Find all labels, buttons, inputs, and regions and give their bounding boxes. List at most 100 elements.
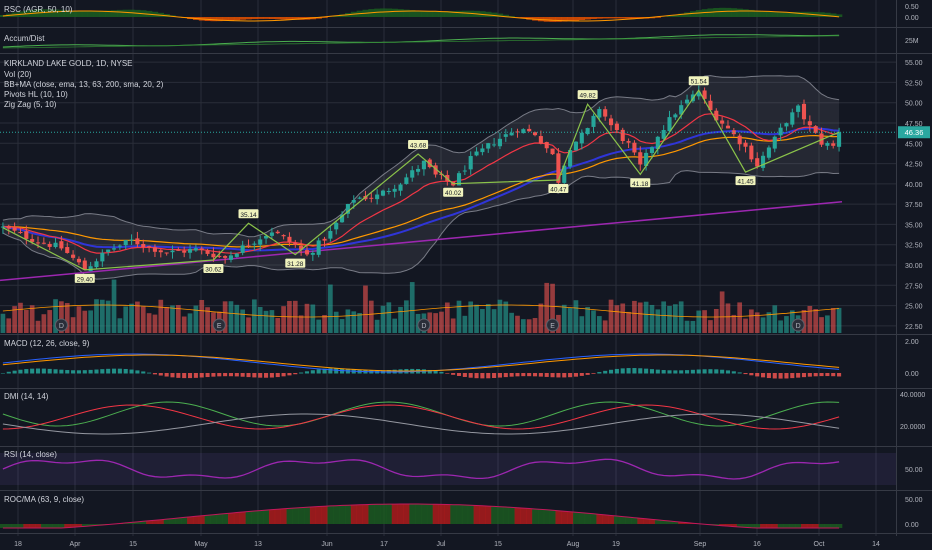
macd-histogram-bar xyxy=(252,373,257,378)
rsc-bar xyxy=(380,8,387,17)
roc-bar xyxy=(321,506,328,524)
candle-body xyxy=(82,260,87,270)
rsc-bar xyxy=(333,15,340,17)
roc-bar xyxy=(298,507,305,524)
roc-bar xyxy=(23,524,30,528)
x-axis-label: 18 xyxy=(14,541,22,548)
macd-histogram-bar xyxy=(743,373,748,375)
roc-bar xyxy=(5,524,12,528)
macd-histogram-bar xyxy=(462,373,467,377)
event-marker-label: E xyxy=(550,323,555,330)
roc-bar xyxy=(29,524,36,528)
candle-body xyxy=(813,126,818,133)
macd-histogram-bar xyxy=(696,369,701,374)
roc-bar xyxy=(491,506,498,524)
roc-bar xyxy=(93,524,100,526)
volume-bar xyxy=(363,285,368,333)
volume-bar xyxy=(269,310,275,333)
macd-histogram-bar xyxy=(164,373,169,377)
rsc-bar xyxy=(222,17,229,21)
candle-body xyxy=(47,243,52,247)
roc-bar xyxy=(198,515,205,524)
roc-bar xyxy=(789,524,796,528)
roc-bar xyxy=(801,524,808,528)
roc-bar xyxy=(748,524,755,528)
current-price-badge xyxy=(898,126,930,139)
macd-histogram-bar xyxy=(100,369,105,374)
macd-histogram-bar xyxy=(509,373,514,377)
roc-bar xyxy=(52,524,59,528)
candle-body xyxy=(661,130,666,139)
macd-histogram-bar xyxy=(708,369,713,374)
roc-bar xyxy=(777,524,784,528)
volume-bar xyxy=(152,314,158,333)
rsc-bar xyxy=(730,8,738,17)
candle-body xyxy=(725,125,731,129)
x-axis-label: 14 xyxy=(872,541,880,548)
candle-body xyxy=(30,239,35,242)
macd-histogram-bar xyxy=(147,372,152,374)
candle-body xyxy=(205,250,210,254)
pivot-label: 30.62 xyxy=(205,266,222,273)
candle-body xyxy=(76,258,81,263)
volume-bar xyxy=(281,306,286,333)
ema-13-line xyxy=(2,113,840,254)
roc-bar xyxy=(649,519,656,524)
candle-body xyxy=(281,235,286,237)
macd-histogram-bar xyxy=(731,371,736,374)
candle-body xyxy=(41,242,46,244)
rsc-bar xyxy=(403,9,410,17)
roc-bar xyxy=(76,524,83,527)
volume-bar xyxy=(205,307,210,333)
rsc-bar xyxy=(280,17,287,20)
roc-bar xyxy=(450,504,457,524)
volume-bar xyxy=(737,302,743,333)
rsc-bar xyxy=(426,11,433,17)
candle-body xyxy=(334,222,339,230)
pivot-label-box xyxy=(285,258,306,268)
rsc-bar xyxy=(625,17,632,19)
price-tick-label: 45.00 xyxy=(905,141,923,148)
rsc-bar xyxy=(321,17,328,18)
roc-bar xyxy=(765,524,773,528)
roc-bar xyxy=(608,515,615,524)
macd-histogram-bar xyxy=(784,373,789,379)
candle-body xyxy=(509,132,514,136)
candle-body xyxy=(766,147,771,158)
macd-histogram-bar xyxy=(240,373,245,377)
event-marker xyxy=(791,318,805,332)
roc-bar xyxy=(771,524,778,528)
candle-body xyxy=(614,123,619,131)
rsc-bar xyxy=(58,9,65,17)
volume-bar xyxy=(456,300,462,333)
roc-bar xyxy=(233,512,241,524)
volume-bar xyxy=(368,300,374,333)
volume-bar xyxy=(690,320,696,333)
volume-bar xyxy=(29,305,35,333)
rsc-bar xyxy=(81,10,89,17)
roc-bar xyxy=(467,505,474,524)
candle-body xyxy=(252,243,257,245)
candle-body xyxy=(187,248,193,253)
macd-histogram-bar xyxy=(53,369,58,374)
roc-bar xyxy=(637,518,644,524)
roc-bar xyxy=(760,524,767,528)
volume-bar xyxy=(123,306,129,333)
indicator-label: Pivots HL (10, 10) xyxy=(4,90,68,99)
rsc-bar xyxy=(52,9,59,17)
rsc-bar xyxy=(678,13,685,17)
volume-bar xyxy=(830,307,836,333)
roc-bar xyxy=(479,505,486,524)
pivot-label-box xyxy=(735,176,756,186)
roc-bar xyxy=(795,524,802,528)
volume-bar xyxy=(684,320,690,333)
accum-dist-title: Accum/Dist xyxy=(4,34,45,43)
roc-bar xyxy=(725,524,732,527)
macd-histogram-bar xyxy=(18,369,23,374)
x-axis-label: 19 xyxy=(612,541,620,548)
candle-body xyxy=(579,132,584,144)
rsc-bar xyxy=(257,17,264,19)
volume-bar xyxy=(661,301,666,333)
candle-body xyxy=(497,138,502,147)
